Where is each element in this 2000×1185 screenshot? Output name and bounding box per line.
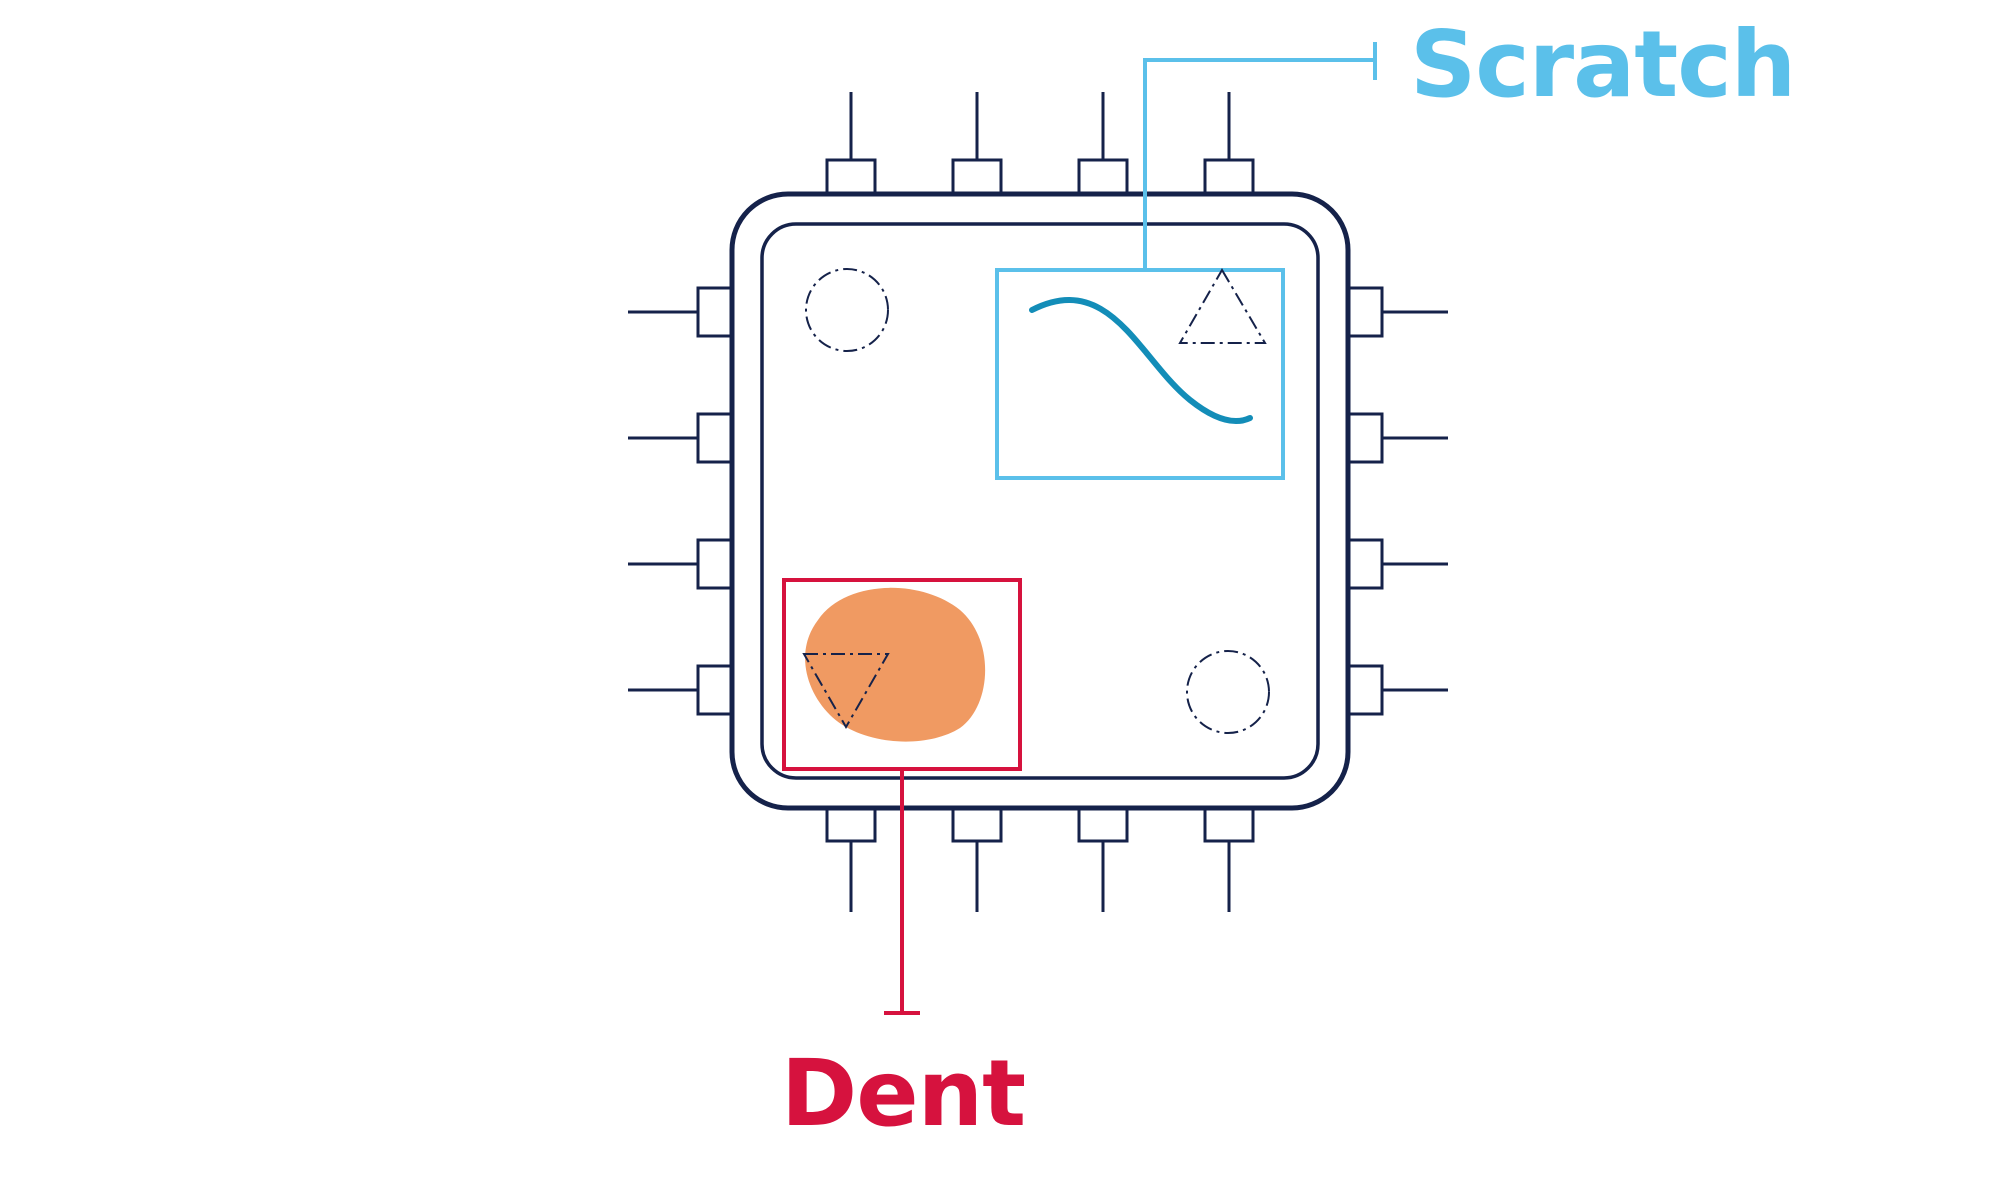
pin-top-1 [825,92,877,195]
dent-label: Dent [781,1040,1025,1147]
pin-bottom-1 [825,806,877,912]
bottom-pins [825,806,1255,912]
top-pins [825,92,1255,195]
left-pins [628,286,736,716]
pin-left-2 [628,412,736,464]
pin-right-2 [1344,412,1448,464]
pin-bottom-2 [951,806,1003,912]
pin-left-1 [628,286,736,338]
right-pins [1344,286,1448,716]
pin-bottom-3 [1077,806,1129,912]
dent-mark [805,587,986,742]
scratch-label: Scratch [1410,11,1795,118]
chip-inner-body [760,222,1320,780]
circle-marker-icon [1186,650,1270,734]
pin-left-3 [628,538,736,590]
triangle-up-icon [1178,268,1267,344]
pin-top-4 [1203,92,1255,195]
pin-bottom-4 [1203,806,1255,912]
dent-region [782,578,1022,1015]
pin-right-4 [1344,664,1448,716]
scratch-highlight-box [995,268,1285,480]
pin-right-3 [1344,538,1448,590]
scratch-callout-line [1143,58,1375,270]
scratch-mark [1029,297,1253,424]
triangle-down-icon [802,653,890,730]
circle-marker-icon [805,268,889,352]
pin-top-2 [951,92,1003,195]
pin-left-4 [628,664,736,716]
scratch-region [995,42,1377,480]
pin-right-1 [1344,286,1448,338]
pin-top-3 [1077,92,1129,195]
chip-outer-body [729,191,1351,811]
